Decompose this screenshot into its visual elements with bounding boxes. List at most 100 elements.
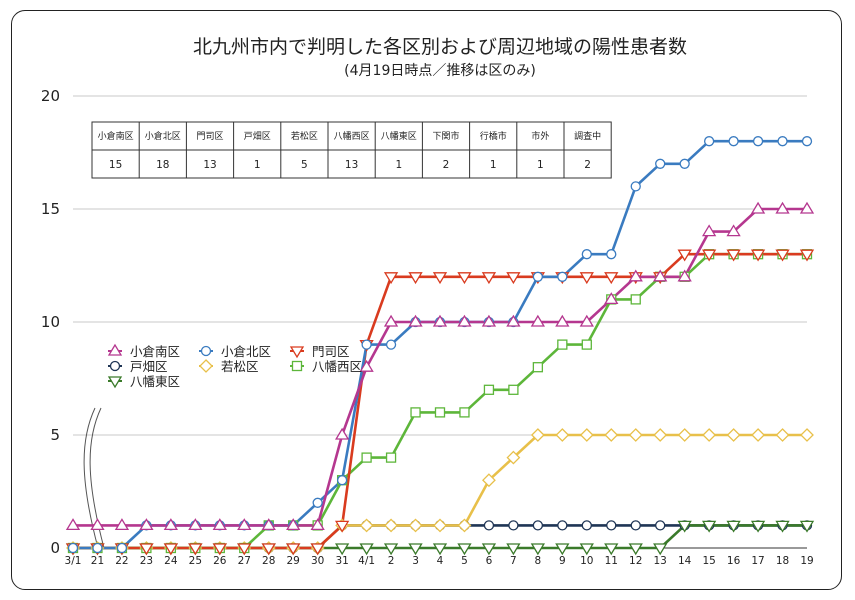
data-point [530,314,546,327]
data-point [677,428,692,442]
data-point [604,292,619,305]
data-point [506,314,521,327]
data-point [361,339,372,350]
data-point [703,136,715,147]
data-point [628,543,643,556]
legend-label: 戸畑区 [130,359,168,374]
data-point [67,542,79,554]
legend-label: 門司区 [312,344,350,359]
data-point [457,543,472,556]
table-value-cell: 2 [443,159,450,171]
series-markers [66,428,814,555]
data-point [410,407,421,418]
data-point [604,543,619,556]
data-point [726,520,741,533]
data-point [334,427,350,440]
data-point [432,272,448,285]
data-point [483,384,495,395]
data-point [701,224,717,237]
data-point [116,542,128,554]
data-point [532,520,544,531]
table-value-cell: 13 [203,159,216,171]
data-point [579,543,594,556]
series-line [73,252,807,550]
y-tick-label: 20 [41,87,60,105]
data-point [701,249,717,262]
data-point [336,475,348,486]
table-header-cell: 下関市 [432,130,459,142]
data-point [459,407,470,418]
data-point [728,136,739,147]
data-point [555,428,570,442]
x-tick-label: 25 [189,555,202,567]
x-tick-label: 15 [702,555,715,567]
data-point [679,158,690,169]
legend-item: 戸畑区 [108,359,168,374]
series-markers [65,249,815,556]
data-point [237,518,252,531]
data-point [261,518,276,531]
data-point [434,407,446,418]
x-tick-label: 26 [213,555,227,567]
table-header-cell: 門司区 [196,131,223,142]
data-point [200,345,212,357]
data-point [506,543,521,556]
data-point [630,181,641,192]
data-point [408,543,423,556]
x-tick-label: 4 [437,555,444,567]
data-point [310,543,325,556]
data-point [799,520,815,533]
chart-subtitle: (4月19日時点／推移は区のみ) [344,63,536,79]
data-point [775,428,790,442]
x-tick-label: 27 [238,555,251,567]
data-point [114,518,130,531]
data-point [457,314,472,327]
x-tick-label: 4/1 [358,555,375,567]
y-tick-label: 10 [41,313,60,331]
legend-item: 門司区 [289,344,350,359]
data-point [750,249,766,262]
series-八幡西区 [73,252,807,550]
data-point [800,428,814,442]
data-point [628,428,643,442]
data-point [555,543,570,556]
legend-label: 若松区 [221,359,259,374]
data-point [775,520,790,533]
data-point [481,543,497,556]
data-point [289,346,305,359]
data-point [199,359,213,373]
legend-item: 小倉北区 [199,344,271,359]
data-point [606,520,617,531]
table-value-cell: 15 [109,159,122,171]
data-point [579,314,594,327]
x-tick-label: 7 [510,555,517,567]
data-point [188,518,203,531]
table-header-cell: 八幡東区 [381,130,417,142]
y-tick-label: 15 [41,200,60,218]
table-value-cell: 2 [584,159,591,171]
data-point [750,201,766,214]
table-value-cell: 5 [301,159,308,171]
table-value-cell: 1 [395,159,402,171]
table-header-cell: 若松区 [291,130,318,142]
x-tick-label: 21 [91,555,104,567]
table-value-cell: 13 [345,159,358,171]
data-point [653,543,668,556]
data-point [109,360,121,372]
data-point [532,362,544,373]
table-header-cell: 市外 [531,130,549,142]
table-header-cell: 行橋市 [480,130,507,142]
data-point [408,518,423,533]
data-point [212,543,227,556]
data-point [188,543,203,556]
series-小倉北区 [73,139,807,550]
data-point [433,518,447,533]
data-point [212,518,227,531]
x-tick-label: 5 [461,555,468,567]
data-point [359,543,374,556]
data-point [655,520,666,531]
series-line [73,139,807,550]
